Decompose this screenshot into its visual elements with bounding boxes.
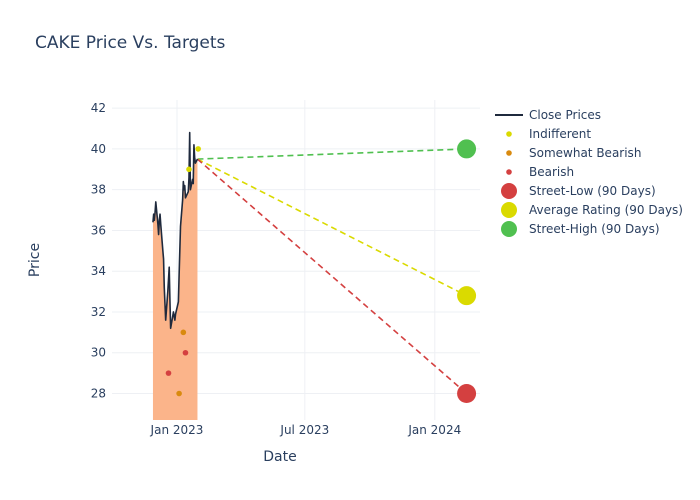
- street-high-point: [457, 139, 477, 159]
- legend[interactable]: Close Prices Indifferent Somewhat Bearish B…: [495, 108, 683, 237]
- legend-label: Street-High (90 Days): [529, 222, 660, 236]
- close-price-line: [152, 131, 199, 330]
- price-area: [152, 132, 198, 421]
- street-high-line: [197, 148, 467, 160]
- legend-item-indifferent[interactable]: Indifferent: [506, 127, 591, 141]
- y-tick-label: 32: [91, 305, 106, 319]
- target-lines: [196, 148, 468, 395]
- price-area-fill: [152, 132, 198, 421]
- average-rating-point: [457, 286, 477, 306]
- bearish-point: [165, 370, 172, 376]
- x-tick-label: Jan 2023: [150, 423, 204, 437]
- legend-item-average-rating[interactable]: Average Rating (90 Days): [501, 202, 683, 218]
- y-tick-label: 42: [91, 101, 106, 115]
- y-tick-label: 34: [91, 264, 106, 278]
- x-tick-label: Jan 2024: [407, 423, 461, 437]
- legend-label: Average Rating (90 Days): [529, 203, 683, 217]
- legend-swatch: [501, 202, 517, 218]
- legend-item-somewhat-bearish[interactable]: Somewhat Bearish: [506, 146, 641, 160]
- legend-swatch: [506, 150, 512, 156]
- x-tick-label: Jul 2023: [279, 423, 329, 437]
- somewhat-bearish-point: [176, 390, 182, 397]
- y-tick-label: 40: [91, 142, 106, 156]
- legend-swatch: [501, 183, 517, 199]
- street-low-point: [457, 384, 477, 404]
- legend-label: Indifferent: [529, 127, 591, 141]
- somewhat-bearish-point: [180, 329, 187, 336]
- legend-swatch: [501, 221, 517, 237]
- legend-label: Street-Low (90 Days): [529, 184, 656, 198]
- y-tick-label: 38: [91, 183, 106, 197]
- axes: Date Price 28 30 32 34 36 38 40 42 Jan 2023 Jul 2…: [27, 101, 461, 465]
- legend-item-street-high[interactable]: Street-High (90 Days): [501, 221, 660, 237]
- rating-markers: [165, 139, 477, 404]
- legend-item-close-prices[interactable]: Close Prices: [495, 108, 601, 122]
- indifferent-point: [195, 146, 201, 152]
- indifferent-point: [186, 166, 192, 173]
- legend-label: Somewhat Bearish: [529, 146, 641, 160]
- average-rating-line: [197, 158, 467, 297]
- legend-swatch: [506, 169, 512, 175]
- street-low-line: [196, 158, 468, 395]
- legend-item-street-low[interactable]: Street-Low (90 Days): [501, 183, 656, 199]
- y-axis-title: Price: [27, 243, 43, 277]
- y-tick-label: 28: [91, 387, 106, 401]
- legend-item-bearish[interactable]: Bearish: [506, 165, 574, 179]
- legend-label: Close Prices: [529, 108, 601, 122]
- y-tick-label: 30: [91, 346, 106, 360]
- bearish-point: [182, 349, 189, 356]
- chart-title: CAKE Price Vs. Targets: [35, 33, 226, 53]
- legend-swatch: [506, 131, 512, 137]
- price-line-layer: [152, 131, 199, 330]
- y-tick-label: 36: [91, 223, 106, 237]
- legend-label: Bearish: [529, 165, 574, 179]
- x-axis-title: Date: [263, 449, 296, 465]
